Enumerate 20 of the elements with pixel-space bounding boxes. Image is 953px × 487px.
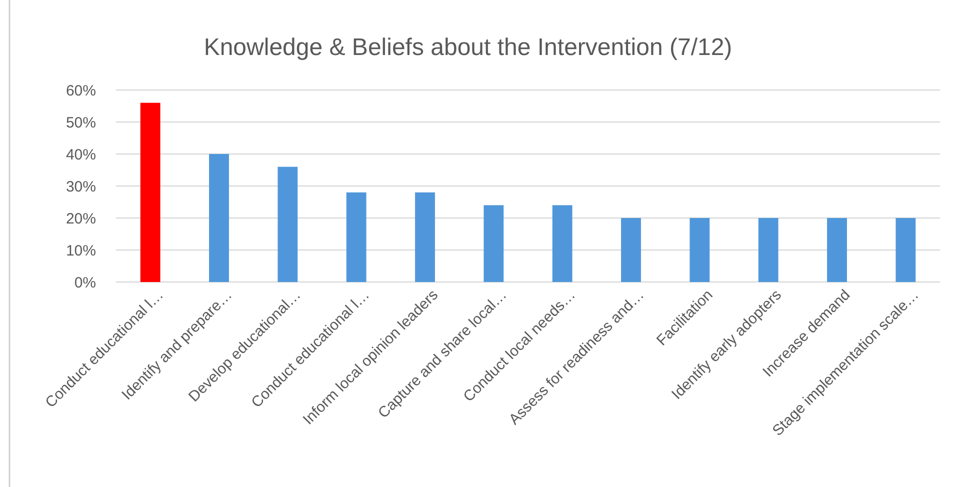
bar bbox=[552, 205, 572, 282]
bar bbox=[758, 218, 778, 282]
bar bbox=[690, 218, 710, 282]
bar bbox=[278, 166, 298, 282]
bar bbox=[209, 154, 229, 282]
bar bbox=[415, 192, 435, 282]
bar bbox=[140, 102, 160, 282]
bar bbox=[896, 218, 916, 282]
y-tick-label: 0% bbox=[74, 274, 96, 292]
y-tick-label: 60% bbox=[66, 82, 96, 100]
bar bbox=[827, 218, 847, 282]
bar bbox=[346, 192, 366, 282]
y-tick-label: 10% bbox=[66, 242, 96, 260]
y-tick-label: 40% bbox=[66, 146, 96, 164]
bar bbox=[484, 205, 504, 282]
y-tick-label: 20% bbox=[66, 210, 96, 228]
y-tick-label: 50% bbox=[66, 114, 96, 132]
bar bbox=[621, 218, 641, 282]
y-tick-label: 30% bbox=[66, 178, 96, 196]
chart-title: Knowledge & Beliefs about the Intervention (7/12) bbox=[204, 34, 732, 61]
